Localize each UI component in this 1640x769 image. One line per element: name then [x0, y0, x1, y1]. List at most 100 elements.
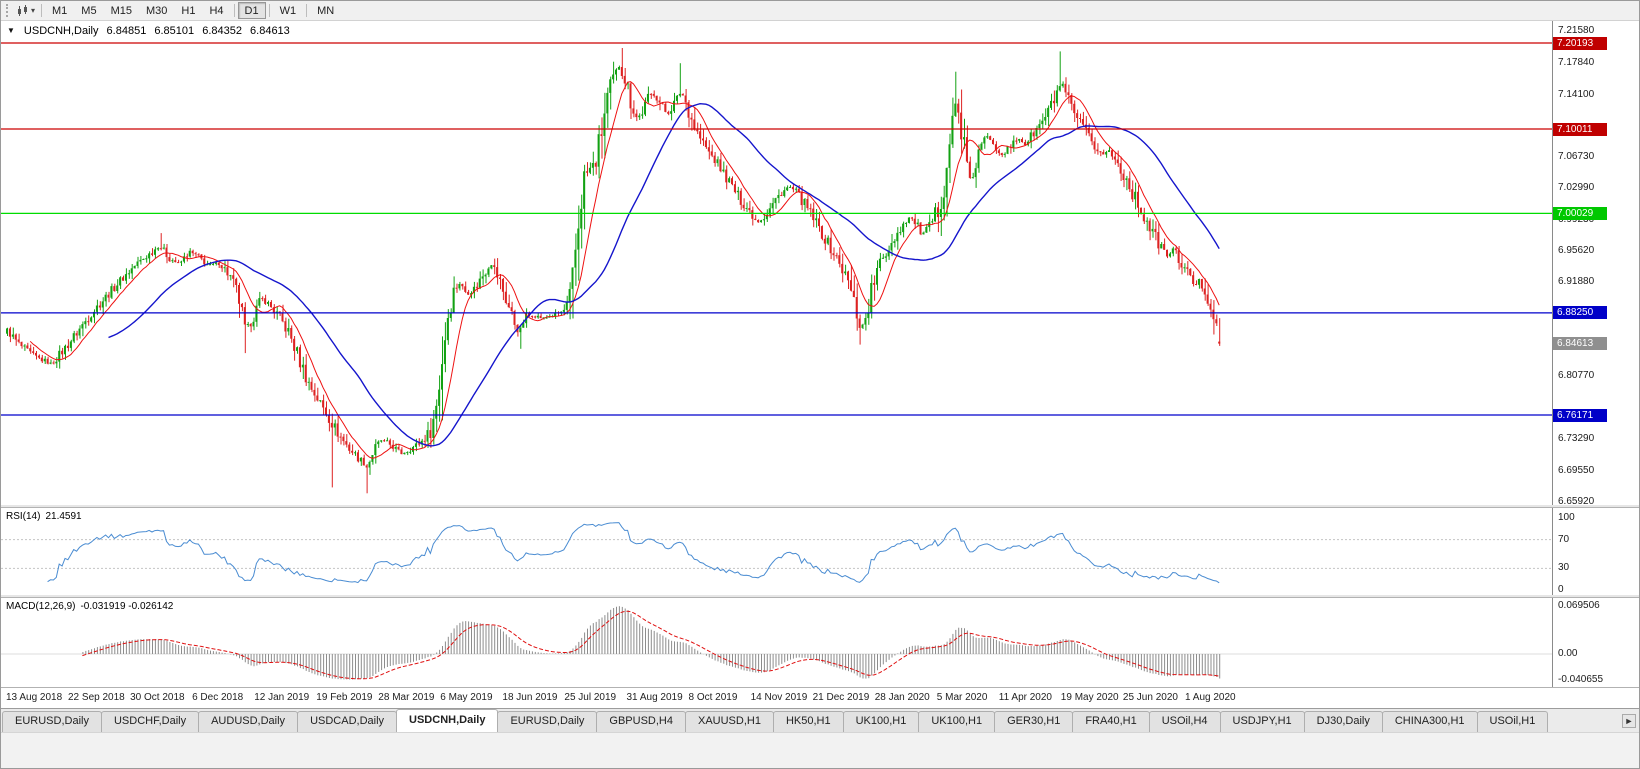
macd-axis[interactable]: 0.069506 0.00 -0.040655	[1552, 598, 1639, 687]
tab-dj30-daily[interactable]: DJ30,Daily	[1303, 711, 1383, 732]
rsi-tick: 70	[1558, 533, 1570, 545]
price-panel: ▼ USDCNH,Daily 6.84851 6.85101 6.84352 6.…	[1, 21, 1639, 507]
date-label: 21 Dec 2019	[812, 692, 870, 703]
tab-uk100-h1[interactable]: UK100,H1	[918, 711, 996, 732]
rsi-axis[interactable]: 100 70 30 0	[1552, 508, 1639, 595]
tab-eurusd-daily[interactable]: EURUSD,Daily	[2, 711, 102, 732]
price-tick: 7.21580	[1558, 25, 1595, 37]
date-label: 1 Aug 2020	[1185, 692, 1236, 703]
date-label: 25 Jun 2020	[1122, 692, 1178, 703]
rsi-tick: 0	[1558, 584, 1564, 595]
timeframe-button-h4[interactable]: H4	[209, 4, 224, 17]
rsi-indicator-label: RSI(14) 21.4591	[6, 511, 82, 522]
chart-tab-bar: EURUSD,Daily USDCHF,Daily AUDUSD,Daily USDC…	[1, 708, 1639, 732]
macd-tick: 0.069506	[1558, 600, 1600, 611]
tab-scroll-right-icon[interactable]: ►	[1622, 714, 1636, 728]
tab-usoil-h4[interactable]: USOil,H4	[1148, 711, 1221, 732]
macd-indicator-label: MACD(12,26,9) -0.031919 -0.026142	[6, 601, 174, 612]
tab-usdcnh-daily[interactable]: USDCNH,Daily	[396, 709, 499, 732]
timeframe-button-w1[interactable]: W1	[279, 4, 297, 17]
timeframe-button-m1[interactable]: M1	[52, 4, 68, 17]
chart-symbol: USDCNH,Daily	[23, 25, 99, 37]
tab-usdchf-daily[interactable]: USDCHF,Daily	[100, 711, 200, 732]
timeframe-button-h1[interactable]: H1	[181, 4, 196, 17]
status-strip	[1, 732, 1639, 768]
price-tick: 7.17840	[1558, 56, 1595, 68]
timeframe-button-m15[interactable]: M15	[110, 4, 132, 17]
timeframe-button-m30[interactable]: M30	[145, 4, 168, 17]
price-axis[interactable]: 7.215807.178407.141007.067307.029906.992…	[1552, 21, 1639, 507]
price-badge-6.84613: 6.84613	[1553, 337, 1607, 351]
candlestick-glyph	[18, 4, 27, 16]
chart-window: ▼ USDCNH,Daily 6.84851 6.85101 6.84352 6.…	[1, 21, 1639, 708]
price-badge-7.00029: 7.00029	[1553, 206, 1607, 220]
price-tick: 7.06730	[1558, 150, 1595, 162]
timeframe-button-mn[interactable]: MN	[317, 4, 335, 17]
price-chart-canvas[interactable]	[1, 21, 1552, 505]
toolbar-separator	[41, 4, 43, 17]
date-label: 28 Mar 2019	[378, 692, 435, 703]
price-tick: 7.02990	[1558, 182, 1595, 194]
date-label: 28 Jan 2020	[874, 692, 930, 703]
timeframe-button-d1[interactable]: D1	[237, 2, 266, 19]
symbol-dropdown-icon[interactable]: ▼	[7, 26, 15, 35]
date-label: 12 Jan 2019	[254, 692, 310, 703]
tab-usdjpy-h1[interactable]: USDJPY,H1	[1219, 711, 1305, 732]
toolbar-separator	[268, 4, 270, 17]
tab-eurusd-daily[interactable]: EURUSD,Daily	[497, 711, 598, 732]
timeframe-buttons: M1 M5 M15 M30 H1 H4 D1 W1 MN	[45, 2, 341, 19]
chart-ohlc-label: ▼ USDCNH,Daily 6.84851 6.85101 6.84352 6.…	[7, 25, 290, 37]
macd-tick: -0.040655	[1558, 674, 1604, 685]
date-label: 30 Oct 2018	[130, 692, 185, 703]
price-tick: 6.73290	[1558, 433, 1595, 445]
date-label: 13 Aug 2018	[6, 692, 63, 703]
price-tick: 6.80770	[1558, 370, 1595, 382]
tab-hk50-h1[interactable]: HK50,H1	[772, 711, 844, 732]
date-label: 6 May 2019	[440, 692, 493, 703]
date-label: 5 Mar 2020	[936, 692, 988, 703]
rsi-tick: 30	[1558, 562, 1570, 574]
price-badge-7.10011: 7.10011	[1553, 122, 1607, 136]
toolbar-separator	[306, 4, 308, 17]
date-label: 31 Aug 2019	[626, 692, 683, 703]
ohlc-low: 6.84352	[202, 25, 242, 37]
macd-chart-canvas[interactable]	[1, 598, 1552, 688]
date-label: 19 May 2020	[1060, 692, 1119, 703]
tab-china300-h1[interactable]: CHINA300,H1	[1381, 711, 1478, 732]
caret-down-icon: ▾	[31, 6, 36, 15]
ohlc-close: 6.84613	[250, 25, 290, 37]
price-tick: 6.65920	[1558, 495, 1595, 507]
date-axis[interactable]: 13 Aug 2018 22 Sep 2018 30 Oct 2018 6 Dec 2…	[1, 687, 1639, 708]
price-badge-6.76171: 6.76171	[1553, 408, 1607, 422]
timeframes-toolbar: ▾ M1 M5 M15 M30 H1 H4 D1 W1 MN	[1, 1, 1639, 21]
ohlc-high: 6.85101	[154, 25, 195, 37]
ohlc-open: 6.84851	[106, 25, 147, 37]
toolbar-separator	[233, 4, 235, 17]
tab-usdcad-daily[interactable]: USDCAD,Daily	[297, 711, 398, 732]
price-tick: 7.14100	[1558, 88, 1595, 100]
rsi-chart-canvas[interactable]	[1, 508, 1552, 596]
date-label: 22 Sep 2018	[68, 692, 125, 703]
tab-uk100-h1[interactable]: UK100,H1	[842, 711, 920, 732]
rsi-panel: RSI(14) 21.4591 100 70 30 0	[1, 507, 1639, 596]
date-label: 8 Oct 2019	[688, 692, 738, 703]
chart-type-icon[interactable]: ▾	[14, 2, 38, 20]
price-badge-6.88250: 6.88250	[1553, 306, 1607, 320]
macd-tick: 0.00	[1558, 648, 1578, 659]
macd-panel: MACD(12,26,9) -0.031919 -0.026142 0.06950…	[1, 597, 1639, 688]
tab-audusd-daily[interactable]: AUDUSD,Daily	[198, 711, 299, 732]
rsi-tick: 100	[1558, 512, 1575, 523]
price-badge-7.20193: 7.20193	[1553, 36, 1607, 50]
tab-usoil-h1[interactable]: USOil,H1	[1476, 711, 1549, 732]
date-label: 25 Jul 2019	[564, 692, 617, 703]
tab-gbpusd-h4[interactable]: GBPUSD,H4	[596, 711, 686, 732]
price-tick: 6.69550	[1558, 464, 1595, 476]
tab-ger30-h1[interactable]: GER30,H1	[994, 711, 1074, 732]
date-label: 14 Nov 2019	[750, 692, 808, 703]
date-label: 11 Apr 2020	[998, 692, 1052, 703]
toolbar-grip[interactable]	[6, 4, 10, 17]
tab-fra40-h1[interactable]: FRA40,H1	[1072, 711, 1150, 732]
tab-xauusd-h1[interactable]: XAUUSD,H1	[684, 711, 774, 732]
timeframe-button-m5[interactable]: M5	[81, 4, 97, 17]
